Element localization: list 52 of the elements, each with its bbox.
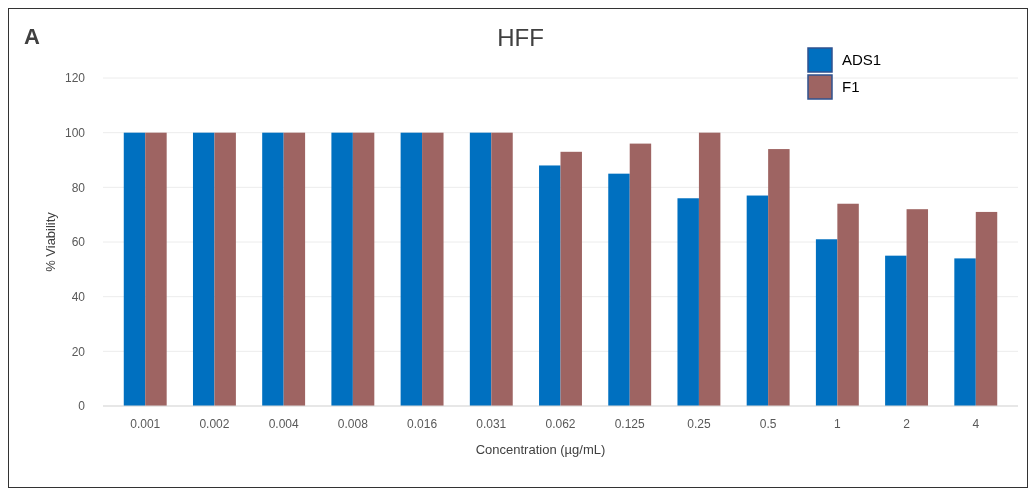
x-tick-label: 0.002 (199, 417, 230, 431)
bar (560, 151, 582, 406)
x-tick-label: 0.5 (759, 417, 777, 431)
bar (885, 255, 907, 406)
bar (698, 132, 721, 406)
bar (768, 149, 790, 406)
bar (677, 198, 699, 406)
x-tick-label: 0.25 (687, 417, 711, 431)
x-tick-label: 0.031 (476, 417, 507, 431)
bar (629, 143, 652, 406)
bar (837, 203, 859, 406)
bar (975, 211, 998, 406)
y-tick-label: 120 (64, 71, 86, 86)
legend-label: F1 (842, 78, 860, 96)
x-tick-label: 0.004 (268, 417, 299, 431)
y-tick-label: 80 (71, 180, 86, 195)
bar (422, 132, 444, 406)
x-tick-label: 0.001 (130, 417, 161, 431)
bar (262, 132, 284, 406)
bar (469, 132, 492, 406)
bar (192, 132, 215, 406)
bar (906, 209, 929, 406)
x-tick-label: 1 (834, 417, 842, 431)
x-tick-label: 0.016 (407, 417, 438, 431)
bar (145, 132, 167, 406)
bar (491, 132, 513, 406)
legend-label: ADS1 (842, 51, 882, 69)
x-tick-label: 0.125 (614, 417, 646, 431)
y-tick-label: 40 (71, 289, 86, 304)
chart-title: HFF (497, 24, 544, 51)
x-tick-label: 4 (972, 417, 980, 431)
y-axis-title: % Viability (43, 211, 58, 272)
bar (283, 132, 306, 406)
bar (954, 258, 976, 406)
bar (123, 132, 146, 406)
text: A (24, 24, 40, 49)
x-tick-label: 2 (903, 417, 911, 431)
bar (746, 195, 769, 406)
bar (608, 173, 630, 406)
x-tick-label: 0.062 (545, 417, 576, 431)
bar (815, 239, 838, 406)
bar (214, 132, 236, 406)
bar (331, 132, 353, 406)
y-tick-label: 100 (64, 125, 86, 140)
bar (539, 165, 561, 406)
x-axis-title: Concentration (µg/mL) (475, 442, 606, 457)
y-tick-label: 20 (71, 344, 86, 359)
x-tick-label: 0.008 (337, 417, 369, 431)
y-tick-label: 0 (78, 399, 86, 414)
bar (400, 132, 423, 406)
bar (352, 132, 375, 406)
y-tick-label: 60 (71, 235, 86, 250)
